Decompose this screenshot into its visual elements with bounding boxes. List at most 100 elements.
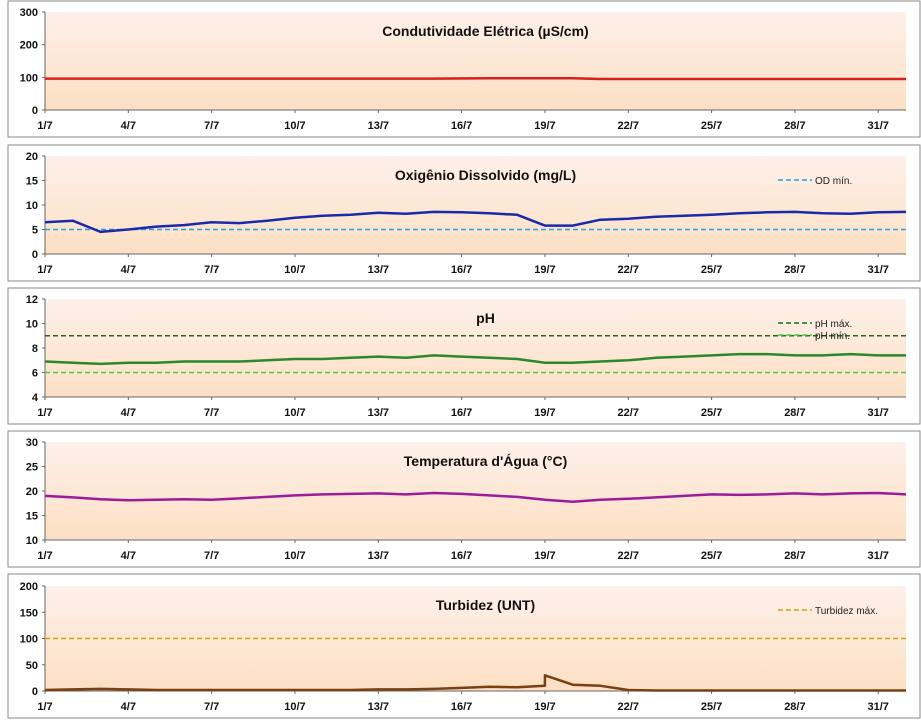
- chart-panel: 4 6 8 10 12 1/7 4/7 7/7 10/7 13/7 16/7 19/7 22/7 25/7…: [7, 287, 921, 425]
- x-tick-label: 7/7: [204, 120, 219, 132]
- x-tick-label: 4/7: [121, 407, 136, 419]
- x-tick-label: 10/7: [284, 701, 305, 713]
- x-tick-label: 31/7: [868, 120, 889, 132]
- x-tick-label: 22/7: [618, 120, 639, 132]
- x-tick-label: 7/7: [204, 701, 219, 713]
- x-tick-label: 10/7: [284, 407, 305, 419]
- y-tick-label: 20: [26, 486, 38, 498]
- x-tick-label: 4/7: [121, 120, 136, 132]
- y-tick-label: 50: [26, 660, 38, 672]
- x-tick-label: 1/7: [37, 407, 52, 419]
- x-tick-label: 28/7: [784, 120, 805, 132]
- y-tick-label: 30: [26, 437, 38, 449]
- y-tick-label: 200: [20, 581, 38, 593]
- x-tick-label: 25/7: [701, 701, 722, 713]
- chart-panel: 10 15 20 25 30 1/7 4/7 7/7 10/7 13/7 16/7 19/7 22/7 2…: [7, 430, 921, 568]
- legend-label: Turbidez máx.: [815, 606, 878, 617]
- y-tick-label: 15: [26, 176, 38, 188]
- y-tick-label: 0: [32, 686, 38, 698]
- plot-area: [45, 586, 906, 691]
- series-line: [44, 210, 907, 234]
- y-tick-label: 4: [32, 392, 39, 404]
- x-tick-label: 16/7: [451, 120, 472, 132]
- series-line: [44, 674, 906, 692]
- x-tick-label: 22/7: [618, 264, 639, 276]
- chart-panel: 0 50 100 150 200 1/7 4/7 7/7 10/7 13/7 16/7 19/7 22/…: [7, 573, 921, 719]
- y-tick-label: 10: [26, 200, 38, 212]
- x-tick-label: 1/7: [37, 701, 52, 713]
- y-tick-label: 100: [20, 634, 38, 646]
- plot-area: [45, 299, 906, 397]
- y-tick-label: 25: [26, 462, 38, 474]
- x-tick-label: 22/7: [618, 550, 639, 562]
- chart-panel: 0 100 200 300 1/7 4/7 7/7 10/7 13/7 16/7 19/7 22/7 2…: [7, 0, 921, 138]
- x-tick-label: 10/7: [284, 120, 305, 132]
- x-tick-label: 4/7: [121, 264, 136, 276]
- x-tick-label: 13/7: [368, 550, 389, 562]
- y-tick-label: 150: [20, 607, 38, 619]
- plot-area: [45, 442, 906, 540]
- series-line: [45, 77, 906, 81]
- y-tick-label: 0: [32, 105, 38, 117]
- series-line: [44, 491, 907, 504]
- x-tick-label: 1/7: [37, 120, 52, 132]
- x-tick-label: 31/7: [868, 701, 889, 713]
- x-tick-label: 25/7: [701, 120, 722, 132]
- x-tick-label: 22/7: [618, 701, 639, 713]
- chart-title: Turbidez (UNT): [436, 597, 535, 613]
- series-line: [44, 352, 906, 366]
- x-tick-label: 7/7: [204, 264, 219, 276]
- y-tick-label: 10: [26, 535, 38, 547]
- x-tick-label: 4/7: [121, 701, 136, 713]
- x-tick-label: 31/7: [868, 550, 889, 562]
- x-tick-label: 25/7: [701, 407, 722, 419]
- x-tick-label: 4/7: [121, 550, 136, 562]
- x-tick-label: 10/7: [284, 264, 305, 276]
- x-tick-label: 13/7: [368, 701, 389, 713]
- x-tick-label: 22/7: [618, 407, 639, 419]
- y-tick-label: 6: [32, 368, 38, 380]
- y-tick-label: 100: [20, 72, 38, 84]
- x-tick-label: 13/7: [368, 264, 389, 276]
- x-tick-label: 7/7: [204, 407, 219, 419]
- x-tick-label: 16/7: [451, 264, 472, 276]
- x-tick-label: 7/7: [204, 550, 219, 562]
- x-tick-label: 31/7: [868, 264, 889, 276]
- x-tick-label: 19/7: [534, 120, 555, 132]
- plot-area: [45, 156, 906, 254]
- y-tick-label: 5: [32, 225, 38, 237]
- x-tick-label: 28/7: [784, 550, 805, 562]
- x-tick-label: 28/7: [784, 701, 805, 713]
- chart-panel: 0 5 10 15 20 1/7 4/7 7/7 10/7 13/7 16/7 19/7 22/7 25/…: [7, 144, 921, 282]
- x-tick-label: 16/7: [451, 407, 472, 419]
- x-tick-label: 10/7: [284, 550, 305, 562]
- y-tick-label: 20: [26, 151, 38, 163]
- y-tick-label: 8: [32, 343, 38, 355]
- x-tick-label: 28/7: [784, 264, 805, 276]
- x-tick-label: 16/7: [451, 550, 472, 562]
- chart-title: pH: [476, 310, 495, 326]
- x-tick-label: 19/7: [534, 701, 555, 713]
- x-tick-label: 16/7: [451, 701, 472, 713]
- plot-area: [45, 12, 906, 110]
- y-tick-label: 0: [32, 249, 38, 261]
- x-tick-label: 13/7: [368, 407, 389, 419]
- y-tick-label: 12: [26, 294, 38, 306]
- x-tick-label: 25/7: [701, 264, 722, 276]
- y-tick-label: 15: [26, 511, 38, 523]
- chart-title: Oxigênio Dissolvido (mg/L): [395, 167, 576, 183]
- x-tick-label: 13/7: [368, 120, 389, 132]
- x-tick-label: 1/7: [37, 264, 52, 276]
- x-tick-label: 19/7: [534, 407, 555, 419]
- legend-label: OD mín.: [815, 176, 852, 187]
- x-tick-label: 1/7: [37, 550, 52, 562]
- x-tick-label: 19/7: [534, 550, 555, 562]
- y-tick-label: 300: [20, 7, 38, 19]
- legend-label: pH máx.: [815, 319, 852, 330]
- x-tick-label: 31/7: [868, 407, 889, 419]
- x-tick-label: 28/7: [784, 407, 805, 419]
- x-tick-label: 25/7: [701, 550, 722, 562]
- legend-label: pH mín.: [815, 331, 850, 342]
